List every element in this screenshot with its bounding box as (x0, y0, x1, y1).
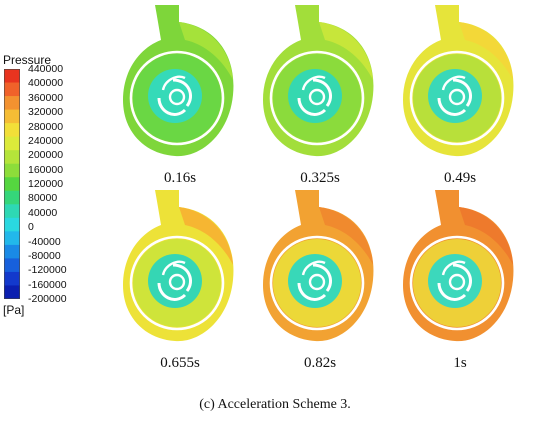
time-label: 1s (453, 355, 467, 371)
impeller-hub (308, 273, 326, 291)
impeller-blade (441, 75, 466, 91)
impeller-blade (172, 78, 192, 107)
colorbar-border (4, 69, 20, 299)
impeller-blade (441, 260, 466, 276)
impeller-blade (297, 97, 327, 116)
time-label: 0.655s (160, 355, 200, 371)
impeller-hub (168, 273, 186, 291)
colorbar-band (4, 109, 20, 124)
impeller-outline (269, 235, 365, 331)
colorbar-band (4, 258, 20, 273)
colorbar-band (4, 271, 20, 286)
pressure-legend: Pressure 440000 400000 360000 320000 280000 2… (0, 0, 100, 317)
impeller-blade (312, 78, 332, 107)
impeller-blade (161, 75, 186, 91)
legend-tick-label: -40000 (28, 235, 61, 248)
impeller-outline (409, 50, 505, 146)
colorbar-band (4, 285, 20, 299)
legend-tick-label: 320000 (28, 106, 64, 119)
impeller-blade (297, 282, 327, 301)
impeller-blade (437, 97, 467, 116)
impeller-blade (161, 260, 186, 276)
legend-tick-label: -160000 (28, 278, 67, 291)
legend-tick-label: 160000 (28, 163, 64, 176)
impeller-outline (129, 50, 225, 146)
volute-tongue-region (459, 22, 513, 80)
volute-tongue-region (179, 22, 233, 80)
pump-contour-3 (403, 5, 514, 157)
colorbar-band (4, 163, 20, 178)
legend-tick-label: -200000 (28, 293, 67, 305)
impeller-blade (301, 75, 326, 91)
colorbar-band (4, 204, 20, 219)
pump-contour-5 (263, 190, 374, 342)
legend-tick-label: 120000 (28, 178, 64, 190)
time-label: 0.325s (300, 170, 340, 186)
legend-tick-label: 280000 (28, 120, 64, 133)
legend-tick-label: 360000 (28, 91, 64, 104)
legend-tick-label: 400000 (28, 77, 64, 90)
legend-title: Pressure (3, 53, 52, 67)
impeller-blade (157, 97, 187, 116)
colorbar-band (4, 96, 20, 111)
impeller-blade (452, 78, 472, 107)
impeller-hub (308, 88, 326, 106)
impeller-blade (157, 282, 187, 301)
colorbar-band (4, 231, 20, 246)
impeller-blade (452, 263, 472, 292)
figure-caption: (c) Acceleration Scheme 3. (199, 397, 351, 412)
pump-contour-1 (123, 5, 234, 157)
colorbar-band (4, 244, 20, 259)
impeller-outline (409, 235, 505, 331)
time-label: 0.49s (443, 170, 477, 186)
volute-tongue-region (319, 22, 373, 80)
legend-tick-label: 200000 (28, 149, 64, 162)
colorbar-band (4, 69, 20, 84)
legend-tick-label: 0 (28, 221, 34, 234)
legend-tick-label: 80000 (28, 192, 58, 205)
impeller-blade (301, 260, 326, 276)
pump-contour-4 (123, 190, 234, 342)
impeller-hub (168, 88, 186, 106)
legend-tick-label: 40000 (28, 206, 58, 219)
pump-contour-2 (263, 5, 374, 157)
impeller-outline (129, 235, 225, 331)
impeller-blade (312, 263, 332, 292)
pressure-colorbar (4, 69, 20, 299)
legend-tick-label: -80000 (28, 249, 61, 262)
impeller-blade (172, 263, 192, 292)
colorbar-band (4, 217, 20, 232)
impeller-hub (448, 273, 466, 291)
colorbar-band (4, 123, 20, 138)
volute-tongue-region (319, 207, 373, 265)
pump-contour-6 (403, 190, 514, 342)
legend-tick-label: 440000 (28, 63, 64, 75)
impeller-blade (437, 282, 467, 301)
time-label: 0.82s (303, 355, 337, 371)
colorbar-band (4, 136, 20, 151)
impeller-hub (448, 88, 466, 106)
colorbar-band (4, 177, 20, 192)
legend-tick-label: -120000 (28, 264, 67, 277)
impeller-outline (269, 50, 365, 146)
colorbar-band (4, 190, 20, 205)
colorbar-band (4, 82, 20, 97)
volute-tongue-region (179, 207, 233, 265)
time-label: 0.16s (163, 170, 197, 186)
legend-unit: [Pa] (3, 303, 25, 317)
volute-tongue-region (459, 207, 513, 265)
colorbar-band (4, 150, 20, 165)
legend-tick-label: 240000 (28, 134, 64, 147)
